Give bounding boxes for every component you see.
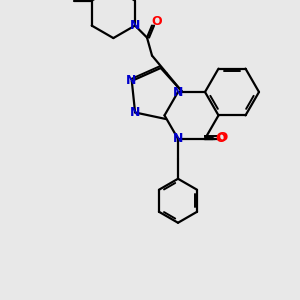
- Text: N: N: [130, 19, 140, 32]
- Text: N: N: [126, 74, 136, 87]
- Text: N: N: [130, 106, 140, 119]
- Text: N: N: [173, 132, 183, 145]
- Text: N: N: [173, 85, 183, 98]
- Text: O: O: [152, 15, 162, 28]
- Text: O: O: [216, 132, 226, 145]
- Text: O: O: [216, 131, 228, 144]
